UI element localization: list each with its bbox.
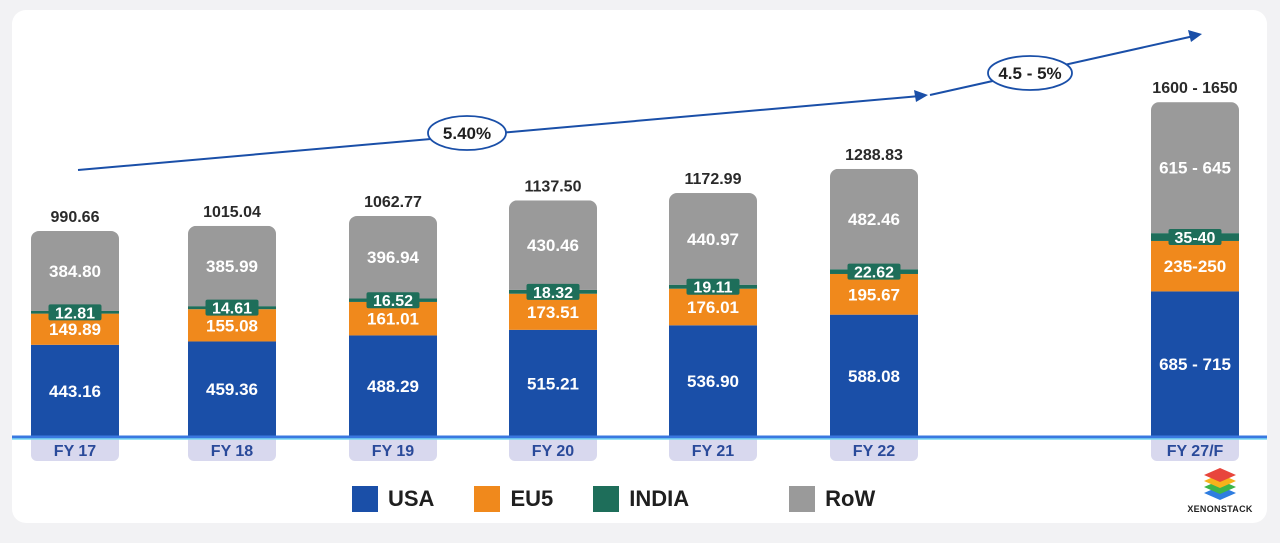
bar-segment-eu5 xyxy=(669,288,757,326)
india-label-badge xyxy=(847,263,901,280)
bar-label-row: 384.80 xyxy=(49,262,101,281)
bar-stack xyxy=(509,200,597,437)
bar-label-eu5: 195.67 xyxy=(848,285,900,304)
india-label-badge xyxy=(205,299,259,316)
legend-label-india: INDIA xyxy=(629,486,690,511)
bar-label-eu5: 173.51 xyxy=(527,303,579,322)
bar-label-india: 22.62 xyxy=(854,265,894,282)
bar-stack xyxy=(1151,102,1239,437)
bar-total-label: 1600 - 1650 xyxy=(1152,80,1238,97)
category-label: FY 17 xyxy=(54,443,97,460)
bar-segment-usa xyxy=(669,325,757,437)
legend-swatch-india xyxy=(593,486,620,512)
bar-total-label: 1288.83 xyxy=(845,147,903,164)
bar-label-usa: 443.16 xyxy=(49,382,101,401)
bar-segment-eu5 xyxy=(1151,240,1239,292)
growth-ellipse xyxy=(427,115,507,151)
bar-label-row: 440.97 xyxy=(687,230,739,249)
bar-total-label: 1015.04 xyxy=(203,204,261,221)
india-label-badge xyxy=(366,292,420,309)
bar-label-india: 18.32 xyxy=(533,285,573,302)
bar-label-india: 12.81 xyxy=(55,305,95,322)
legend-item-eu5: EU5 xyxy=(474,486,553,512)
bar-stack xyxy=(830,168,918,437)
bar-label-eu5: 155.08 xyxy=(206,316,258,335)
bar-label-india: 14.61 xyxy=(212,301,252,318)
bar-label-india: 19.11 xyxy=(693,280,732,297)
bar-segment-row xyxy=(31,230,119,311)
bar-total-label: 1172.99 xyxy=(685,171,742,188)
category-label: FY 22 xyxy=(853,443,896,460)
bar-label-eu5: 161.01 xyxy=(367,310,419,329)
bar-label-usa: 488.29 xyxy=(367,377,419,396)
india-label-badge xyxy=(526,283,580,300)
bar-label-eu5: 235-250 xyxy=(1164,257,1226,276)
bar-label-row: 615 - 645 xyxy=(1159,159,1231,178)
bar-segment-usa xyxy=(509,329,597,437)
bar-stack xyxy=(31,230,119,437)
bar-label-eu5: 176.01 xyxy=(687,298,739,317)
bar-label-india: 16.52 xyxy=(373,293,413,310)
bar-segment-usa xyxy=(188,341,276,437)
legend-item-india: INDIA xyxy=(593,486,689,512)
category-label: FY 19 xyxy=(372,443,415,460)
bar-total-label: 990.66 xyxy=(51,209,100,226)
legend-label-usa: USA xyxy=(388,486,435,511)
trend-arrowhead-1 xyxy=(914,90,928,102)
legend: USA EU5 INDIA RoW xyxy=(352,484,915,514)
bar-segment-usa xyxy=(349,335,437,437)
brand-name: XENONSTACK xyxy=(1187,504,1253,514)
bar-segment-row xyxy=(509,200,597,290)
category-label: FY 21 xyxy=(692,443,735,460)
legend-item-usa: USA xyxy=(352,486,434,512)
bar-segment-row xyxy=(669,193,757,285)
category-label: FY 18 xyxy=(211,443,254,460)
bar-label-usa: 685 - 715 xyxy=(1159,355,1231,374)
india-label-badge xyxy=(686,278,740,295)
bar-label-row: 396.94 xyxy=(367,248,420,267)
trend-arrowhead-2 xyxy=(1188,30,1202,42)
bar-segment-row xyxy=(830,168,918,270)
brand-logo: XENONSTACK xyxy=(1180,464,1260,524)
bar-label-usa: 588.08 xyxy=(848,367,900,386)
legend-swatch-eu5 xyxy=(474,486,501,512)
growth-label: 4.5 - 5% xyxy=(998,64,1061,83)
legend-item-row: RoW xyxy=(789,486,875,512)
bar-segment-usa xyxy=(1151,291,1239,437)
bar-label-usa: 515.21 xyxy=(527,374,579,393)
bar-label-eu5: 149.89 xyxy=(49,320,101,339)
bar-segment-row xyxy=(1151,102,1239,234)
growth-label: 5.40% xyxy=(443,124,491,143)
bar-stack xyxy=(188,225,276,437)
bar-total-label: 1137.50 xyxy=(525,178,582,195)
bar-label-row: 385.99 xyxy=(206,257,258,276)
bar-segment-usa xyxy=(31,344,119,437)
india-label-badge xyxy=(48,304,102,321)
legend-label-eu5: EU5 xyxy=(510,486,554,511)
bar-label-row: 430.46 xyxy=(527,236,579,255)
legend-swatch-row xyxy=(789,486,816,512)
bar-segment-usa xyxy=(830,314,918,437)
india-label-badge xyxy=(1168,229,1222,246)
category-label: FY 27/F xyxy=(1167,443,1224,460)
bar-label-row: 482.46 xyxy=(848,210,900,229)
bar-segment-row xyxy=(188,225,276,307)
bar-segment-row xyxy=(349,215,437,299)
growth-ellipse xyxy=(987,55,1073,91)
bar-segment-eu5 xyxy=(830,273,918,315)
bar-total-label: 1062.77 xyxy=(364,194,422,211)
stack-logo-icon xyxy=(1204,468,1236,500)
bar-label-usa: 536.90 xyxy=(687,372,739,391)
bar-label-usa: 459.36 xyxy=(206,380,258,399)
bar-label-india: 35-40 xyxy=(1175,230,1216,247)
legend-label-row: RoW xyxy=(825,486,876,511)
legend-swatch-usa xyxy=(352,486,378,512)
category-label: FY 20 xyxy=(532,443,575,460)
